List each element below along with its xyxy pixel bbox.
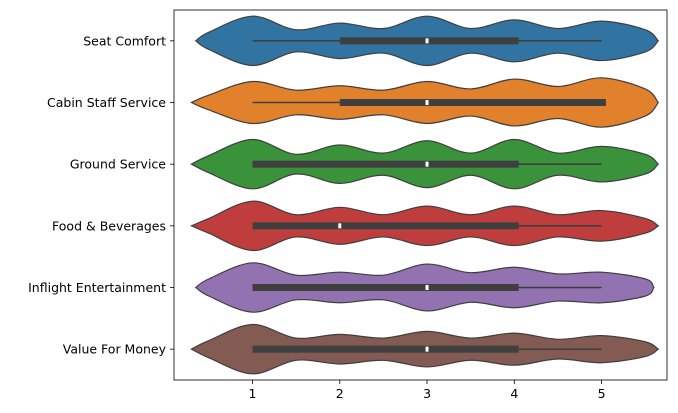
x-tick-label: 4 bbox=[510, 386, 518, 401]
median-marker-food-beverages bbox=[338, 223, 342, 229]
iqr-box-value-for-money bbox=[252, 345, 519, 353]
y-tick-label: Cabin Staff Service bbox=[47, 95, 166, 110]
y-tick-label: Seat Comfort bbox=[83, 33, 166, 48]
iqr-box-seat-comfort bbox=[339, 37, 519, 45]
violin-layer bbox=[189, 15, 660, 375]
iqr-box-food-beverages bbox=[252, 222, 519, 230]
median-marker-cabin-staff-service bbox=[425, 100, 429, 105]
y-tick-label: Food & Beverages bbox=[52, 218, 166, 233]
iqr-box-inflight-entertainment bbox=[252, 284, 519, 291]
violin-value-for-money bbox=[190, 323, 660, 375]
iqr-box-ground-service bbox=[252, 160, 519, 168]
y-axis: Seat Comfort Cabin Staff Service Ground Se… bbox=[28, 33, 174, 357]
median-marker-value-for-money bbox=[425, 346, 429, 352]
x-tick-label: 2 bbox=[336, 386, 344, 401]
violin-ground-service bbox=[190, 138, 660, 190]
x-axis: 1 2 3 4 5 bbox=[249, 380, 606, 401]
median-marker-inflight-entertainment bbox=[425, 285, 429, 290]
x-tick-label: 3 bbox=[423, 386, 431, 401]
median-marker-ground-service bbox=[425, 161, 429, 167]
plot-frame bbox=[173, 9, 668, 381]
violin-cabin-staff-service bbox=[189, 77, 660, 128]
y-tick-label: Ground Service bbox=[70, 157, 166, 172]
median-marker-seat-comfort bbox=[425, 38, 429, 44]
violin-inflight-entertainment bbox=[194, 262, 655, 313]
iqr-box-cabin-staff-service bbox=[339, 99, 606, 106]
y-tick-label: Inflight Entertainment bbox=[28, 280, 166, 295]
violin-seat-comfort bbox=[194, 15, 660, 67]
y-tick-label: Value For Money bbox=[63, 342, 167, 357]
x-tick-label: 5 bbox=[598, 386, 606, 401]
x-tick-label: 1 bbox=[249, 386, 257, 401]
violin-food-beverages bbox=[189, 200, 660, 252]
